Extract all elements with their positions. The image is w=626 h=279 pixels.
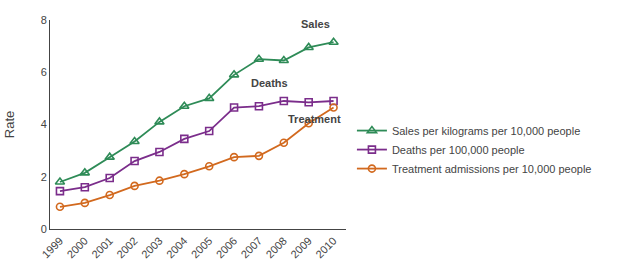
- svg-text:Deaths per 100,000 people: Deaths per 100,000 people: [392, 144, 525, 156]
- svg-text:2007: 2007: [238, 235, 264, 261]
- svg-text:2009: 2009: [288, 235, 314, 261]
- svg-text:6: 6: [41, 66, 47, 78]
- svg-text:Treatment: Treatment: [288, 113, 341, 125]
- svg-text:Deaths: Deaths: [251, 77, 288, 89]
- svg-text:Sales: Sales: [301, 18, 330, 30]
- svg-text:2003: 2003: [139, 235, 165, 261]
- svg-text:2008: 2008: [263, 235, 289, 261]
- svg-text:Rate: Rate: [2, 111, 17, 138]
- svg-text:8: 8: [41, 14, 47, 26]
- svg-text:Treatment admissions per 10,00: Treatment admissions per 10,000 people: [392, 163, 592, 175]
- svg-text:Sales per kilograms per 10,000: Sales per kilograms per 10,000 people: [392, 125, 580, 137]
- svg-text:2010: 2010: [313, 235, 339, 261]
- svg-text:2002: 2002: [114, 235, 140, 261]
- svg-text:0: 0: [41, 223, 47, 235]
- svg-text:2006: 2006: [214, 235, 240, 261]
- svg-text:2: 2: [41, 171, 47, 183]
- svg-text:2000: 2000: [64, 235, 90, 261]
- svg-text:2001: 2001: [89, 235, 115, 261]
- svg-text:4: 4: [41, 118, 47, 130]
- svg-text:2005: 2005: [189, 235, 215, 261]
- svg-text:2004: 2004: [164, 235, 190, 261]
- svg-text:1999: 1999: [39, 235, 65, 261]
